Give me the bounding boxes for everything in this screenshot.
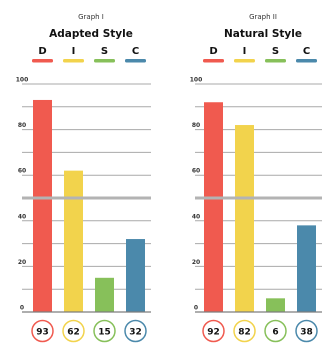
y-tick-label: 0: [20, 305, 24, 312]
legend-letter-s: S: [272, 46, 279, 57]
y-tick-label: 60: [192, 168, 200, 175]
legend-swatch-c: [296, 59, 317, 63]
bar-i: [235, 125, 254, 312]
graph-label: Graph II: [249, 13, 277, 21]
legend-letter-d: D: [209, 46, 217, 57]
chart-title: Natural Style: [224, 28, 302, 40]
score-value-c: 32: [129, 327, 142, 337]
y-tick-label: 40: [192, 213, 200, 220]
legend-swatch-d: [32, 59, 53, 63]
legend-letter-c: C: [303, 46, 310, 57]
y-tick-label: 20: [18, 259, 26, 266]
bar-d: [33, 99, 52, 313]
score-value-d: 92: [207, 327, 220, 337]
legend-swatch-c: [125, 59, 146, 63]
y-tick-label: 40: [18, 213, 26, 220]
score-value-c: 38: [300, 327, 313, 337]
score-circle-d: [31, 319, 54, 343]
legend-letter-s: S: [101, 46, 108, 57]
bar-s: [95, 277, 114, 312]
score-circle-s: [93, 319, 116, 343]
legend-swatch-i: [63, 59, 84, 63]
graph-2: Graph II Natural Style D 92 I 82 S 6 C 38 100 80 60 4…: [190, 13, 322, 343]
score-circle-s: [264, 319, 287, 343]
chart-title: Adapted Style: [49, 28, 133, 40]
legend-letter-d: D: [38, 46, 46, 57]
y-tick-label: 80: [192, 122, 200, 129]
score-circle-d: [202, 319, 225, 343]
score-circle-i: [62, 319, 85, 343]
legend-swatch-d: [203, 59, 224, 63]
bar-d: [204, 102, 223, 313]
score-value-s: 6: [272, 327, 278, 337]
y-tick-label: 100: [190, 77, 203, 84]
score-value-i: 62: [67, 327, 80, 337]
legend-swatch-i: [234, 59, 255, 63]
legend-swatch-s: [265, 59, 286, 63]
score-circle-i: [233, 319, 256, 343]
score-value-s: 15: [98, 327, 111, 337]
bar-c: [126, 239, 145, 312]
legend-letter-i: I: [243, 46, 247, 57]
score-circle-c: [295, 319, 318, 343]
y-tick-label: 80: [18, 122, 26, 129]
legend-letter-i: I: [72, 46, 76, 57]
legend-letter-c: C: [132, 46, 139, 57]
graph-label: Graph I: [78, 13, 104, 21]
score-value-d: 93: [36, 327, 49, 337]
score-value-i: 82: [238, 327, 251, 337]
bar-c: [297, 225, 316, 312]
bar-s: [266, 298, 285, 312]
y-tick-label: 20: [192, 259, 200, 266]
bar-i: [64, 170, 83, 312]
legend-swatch-s: [94, 59, 115, 63]
y-tick-label: 100: [16, 77, 29, 84]
y-tick-label: 60: [18, 168, 26, 175]
score-circle-c: [124, 319, 147, 343]
y-tick-label: 0: [194, 305, 198, 312]
